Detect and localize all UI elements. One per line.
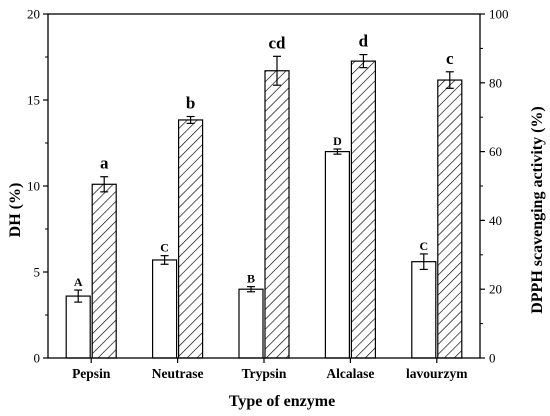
dh-bar — [65, 295, 91, 359]
category-label: Trypsin — [242, 366, 287, 381]
dpph-significance-label: cd — [269, 33, 287, 52]
dh-significance-label: A — [74, 275, 83, 289]
right-tick-label: 20 — [489, 282, 502, 297]
category-label: Pepsin — [72, 366, 111, 381]
dpph-significance-label: d — [359, 32, 369, 51]
dpph-bar — [178, 119, 204, 359]
dh-significance-label: C — [419, 239, 428, 253]
left-tick-label: 10 — [27, 179, 40, 194]
error-bars-layer — [74, 53, 454, 303]
error-bar — [100, 176, 109, 193]
left-tick-label: 0 — [34, 351, 41, 366]
x-axis: Pepsin Neutrase Trypsin Alcalase lavourzym — [72, 358, 468, 381]
right-axis: 0 20 40 60 80 100 — [480, 7, 509, 366]
x-axis-title: Type of enzyme — [229, 393, 335, 410]
right-tick-label: 60 — [489, 144, 502, 159]
dpph-significance-label: b — [186, 94, 195, 113]
dh-bar — [152, 259, 178, 359]
error-bar — [419, 253, 428, 271]
left-tick-label: 5 — [34, 265, 41, 280]
right-tick-label: 100 — [489, 7, 509, 22]
category-label: lavourzym — [406, 366, 468, 381]
error-bar — [74, 289, 83, 303]
left-axis: 0 5 10 15 20 — [27, 7, 48, 366]
error-bar — [160, 255, 169, 265]
category-label: Alcalase — [326, 366, 374, 381]
right-tick-label: 40 — [489, 213, 502, 228]
y-axis-title-left: DH (%) — [7, 183, 24, 238]
dh-bar — [411, 261, 437, 359]
left-tick-label: 20 — [27, 7, 40, 22]
error-bar — [273, 55, 281, 86]
right-tick-label: 0 — [489, 351, 496, 366]
error-bar — [333, 148, 342, 155]
error-bar — [445, 71, 454, 89]
dpph-bar — [264, 70, 290, 359]
left-tick-label: 15 — [27, 93, 40, 108]
error-bar — [247, 286, 255, 293]
dh-bar — [324, 151, 350, 359]
error-bar — [186, 115, 195, 124]
category-label: Neutrase — [152, 366, 204, 381]
y-axis-title-right: DPPH scavenging activity (%) — [529, 106, 546, 314]
dh-significance-label: C — [160, 241, 169, 255]
dpph-bar — [350, 60, 376, 359]
dh-bar — [238, 288, 264, 359]
right-tick-label: 80 — [489, 75, 502, 90]
bars-layer — [65, 60, 463, 359]
dpph-significance-label: c — [446, 49, 454, 68]
dh-significance-label: B — [247, 272, 255, 286]
dpph-significance-label: a — [100, 154, 109, 173]
error-bar — [359, 53, 368, 69]
dpph-bar — [437, 79, 463, 359]
dh-significance-label: D — [333, 134, 342, 148]
significance-labels-layer: Aa Cb Bcd Dd Cc — [74, 32, 454, 289]
dpph-bar — [91, 183, 117, 359]
